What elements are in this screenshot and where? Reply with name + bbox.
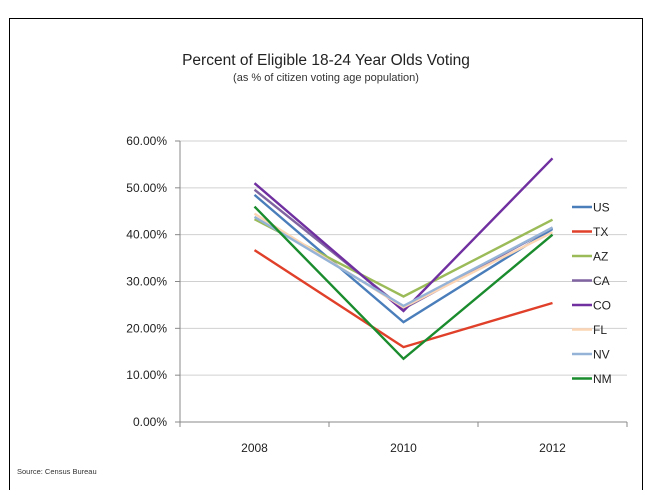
series-line-nv xyxy=(253,215,554,308)
legend-label-az: AZ xyxy=(593,250,608,264)
legend-label-fl: FL xyxy=(593,323,607,337)
x-tick-label: 2008 xyxy=(241,441,268,455)
series-line-co xyxy=(253,157,554,313)
legend-label-us: US xyxy=(593,201,610,215)
legend-label-nv: NV xyxy=(593,348,610,362)
legend-label-ca: CA xyxy=(593,274,610,288)
y-tick-label: 30.00% xyxy=(126,275,167,289)
series-line-fl xyxy=(253,212,554,309)
x-tick-label: 2010 xyxy=(390,441,417,455)
legend-label-tx: TX xyxy=(593,225,608,239)
y-tick-label: 60.00% xyxy=(126,134,167,148)
chart-title: Percent of Eligible 18-24 Year Olds Voti… xyxy=(182,52,470,69)
y-tick-label: 50.00% xyxy=(126,181,167,195)
series-line-us xyxy=(253,193,554,324)
y-tick-label: 0.00% xyxy=(133,415,167,429)
y-tick-label: 10.00% xyxy=(126,368,167,382)
series-line-ca xyxy=(253,188,554,311)
source-note: Source: Census Bureau xyxy=(17,467,97,476)
legend-label-nm: NM xyxy=(593,372,612,386)
y-tick-label: 20.00% xyxy=(126,321,167,335)
x-tick-label: 2012 xyxy=(539,441,566,455)
chart-frame xyxy=(9,18,643,490)
series-line-tx xyxy=(253,249,553,349)
series-line-nm xyxy=(253,205,554,361)
y-tick-label: 40.00% xyxy=(126,228,167,242)
legend-label-co: CO xyxy=(593,299,611,313)
chart-subtitle: (as % of citizen voting age population) xyxy=(233,72,419,84)
